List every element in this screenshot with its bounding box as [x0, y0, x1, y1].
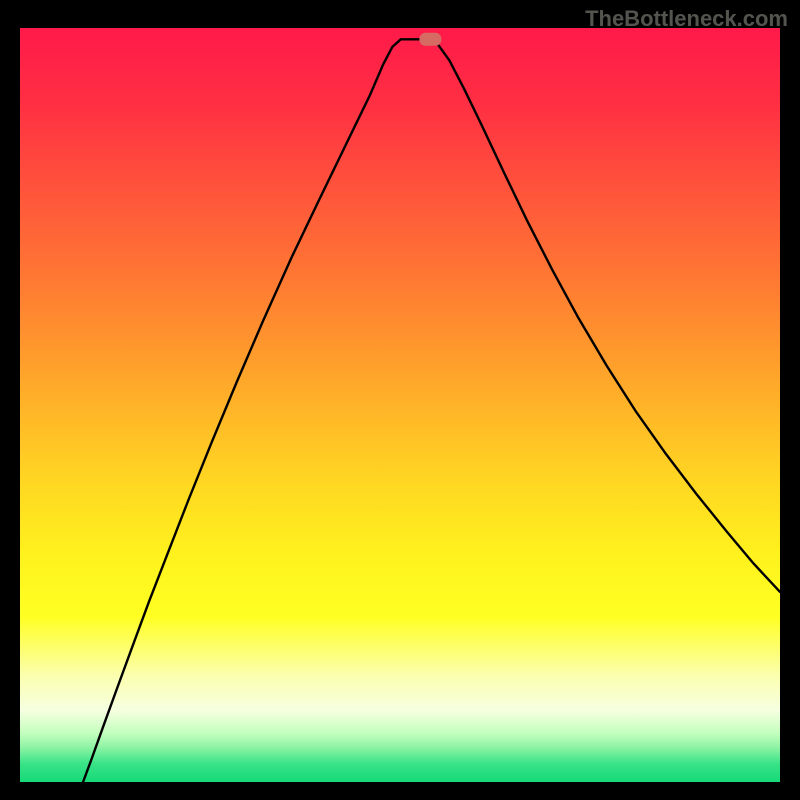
curve-path: [83, 39, 780, 782]
optimum-marker: [419, 33, 441, 46]
plot-area: [20, 28, 780, 782]
bottleneck-curve: [20, 28, 780, 782]
watermark-label: TheBottleneck.com: [585, 6, 788, 32]
bottleneck-chart: TheBottleneck.com: [0, 0, 800, 800]
